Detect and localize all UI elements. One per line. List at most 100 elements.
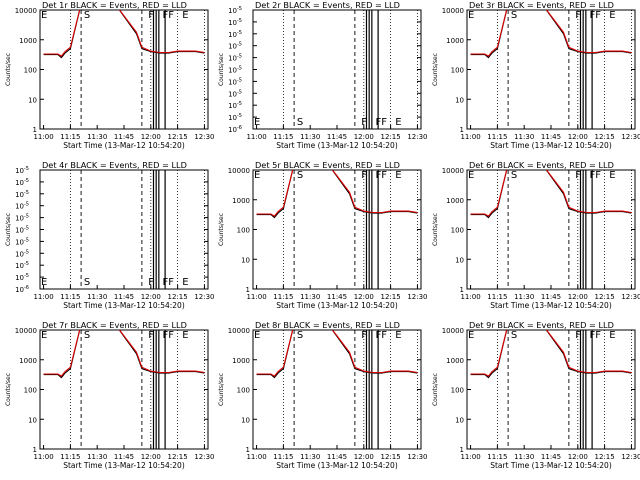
x-tick-label: 11:00 (460, 133, 480, 141)
y-tick-label: 10-5 (15, 237, 29, 246)
y-tick-label: 10 (28, 96, 37, 104)
annotation-f: F (148, 10, 154, 21)
panel-title: Det 3r BLACK = Events, RED = LLD (469, 0, 614, 10)
x-tick-label: 11:15 (487, 133, 507, 141)
y-tick-label: 10-5 (15, 249, 29, 258)
annotation-f: F (361, 170, 367, 181)
x-axis-label: Start Time (13-Mar-12 10:54:20) (276, 141, 398, 150)
annotation-f: F (575, 170, 581, 181)
det-1r-panel: Det 1r BLACK = Events, RED = LLD 1 10 100 10… (5, 0, 215, 150)
x-tick-label: 11:45 (114, 453, 134, 461)
x-tick-label: 11:15 (487, 453, 507, 461)
y-tick-exponent: -5 (237, 54, 242, 60)
annotation-e: E (609, 10, 615, 21)
y-tick-exponent: -5 (24, 178, 29, 184)
x-tick-label: 11:30 (87, 293, 107, 301)
x-tick-label: 11:15 (273, 453, 293, 461)
x-tick-label: 12:15 (381, 133, 401, 141)
y-tick-label: 1 (246, 446, 250, 454)
series-lld-line (470, 330, 632, 377)
y-tick-exponent: -5 (237, 6, 242, 12)
y-tick-label: 10000 (15, 327, 37, 335)
x-axis-label: Start Time (13-Mar-12 10:54:20) (63, 141, 185, 150)
det-9r-panel: Det 9r BLACK = Events, RED = LLD 1 10 100 10… (432, 320, 640, 470)
x-tick-label: 12:00 (568, 453, 588, 461)
y-tick-label: 10 (455, 416, 464, 424)
plot-frame (39, 329, 209, 450)
y-tick-exponent: -5 (24, 237, 29, 243)
y-tick-label: 1000 (232, 357, 250, 365)
y-tick-label: 1 (246, 286, 250, 294)
x-tick-label: 12:00 (141, 453, 161, 461)
y-axis-label: Counts/sec (5, 53, 12, 86)
annotation-ff: FF (590, 170, 602, 181)
x-tick-label: 12:15 (381, 453, 401, 461)
y-axis-label: Counts/sec (432, 373, 439, 406)
y-tick-label: 1000 (446, 357, 464, 365)
y-tick-label: 100 (451, 387, 464, 395)
x-axis-label: Start Time (13-Mar-12 10:54:20) (490, 461, 612, 470)
x-tick-label: 12:00 (568, 133, 588, 141)
x-tick-label: 12:00 (354, 293, 374, 301)
panel-title: Det 9r BLACK = Events, RED = LLD (469, 320, 614, 330)
x-tick-label: 11:00 (33, 133, 53, 141)
y-axis-label: Counts/sec (5, 373, 12, 406)
x-tick-label: 11:30 (300, 293, 320, 301)
plot-frame (39, 9, 209, 130)
x-axis-label: Start Time (13-Mar-12 10:54:20) (63, 461, 185, 470)
x-tick-label: 11:30 (514, 453, 534, 461)
y-tick-label: 10-5 (228, 30, 242, 39)
x-tick-label: 11:15 (60, 293, 80, 301)
x-tick-label: 11:30 (87, 133, 107, 141)
x-axis-label: Start Time (13-Mar-12 10:54:20) (276, 461, 398, 470)
plot-frame (466, 329, 636, 450)
panel-title: Det 8r BLACK = Events, RED = LLD (255, 320, 400, 330)
x-tick-label: 11:15 (273, 133, 293, 141)
annotation-f: F (575, 330, 581, 341)
x-tick-label: 12:30 (194, 453, 214, 461)
y-tick-exponent: -5 (24, 226, 29, 232)
series-lld-line (256, 330, 418, 377)
x-tick-label: 11:00 (460, 453, 480, 461)
y-tick-label: 10-5 (228, 54, 242, 63)
annotation-s: S (297, 170, 303, 181)
y-tick-label: 10 (241, 256, 250, 264)
y-tick-exponent: -5 (237, 89, 242, 95)
y-tick-label: 10-5 (15, 273, 29, 282)
annotation-f: F (148, 330, 154, 341)
det-8r-panel: Det 8r BLACK = Events, RED = LLD 1 10 100 10… (218, 320, 428, 470)
y-tick-label: 10 (241, 416, 250, 424)
series-lld-line (470, 10, 632, 57)
x-tick-label: 11:30 (514, 293, 534, 301)
x-tick-label: 11:00 (246, 133, 266, 141)
x-tick-label: 11:00 (246, 293, 266, 301)
y-tick-label: 100 (24, 387, 37, 395)
annotation-s: S (297, 117, 303, 128)
x-tick-label: 11:15 (60, 133, 80, 141)
x-tick-label: 12:15 (168, 453, 188, 461)
series-lld-line (43, 330, 205, 377)
x-tick-label: 12:00 (141, 293, 161, 301)
y-tick-label: 1 (460, 126, 464, 134)
y-tick-label: 10-5 (15, 190, 29, 199)
annotation-s: S (511, 330, 517, 341)
annotation-ff: FF (376, 170, 388, 181)
y-tick-label: 1000 (19, 37, 37, 45)
x-tick-label: 11:00 (246, 453, 266, 461)
annotation-e: E (468, 170, 474, 181)
plot-frame (39, 169, 209, 290)
annotation-e: E (395, 170, 401, 181)
y-tick-label: 100 (24, 67, 37, 75)
y-tick-label: 1 (33, 446, 37, 454)
y-tick-exponent: -6 (24, 285, 29, 291)
x-tick-label: 11:45 (114, 293, 134, 301)
plot-frame (252, 329, 422, 450)
x-tick-label: 12:30 (621, 453, 640, 461)
x-tick-label: 12:30 (194, 293, 214, 301)
y-tick-exponent: -5 (237, 66, 242, 72)
y-tick-exponent: -5 (24, 190, 29, 196)
annotation-f: F (148, 277, 154, 288)
panel-title: Det 6r BLACK = Events, RED = LLD (469, 160, 614, 170)
y-tick-label: 10-5 (15, 178, 29, 187)
